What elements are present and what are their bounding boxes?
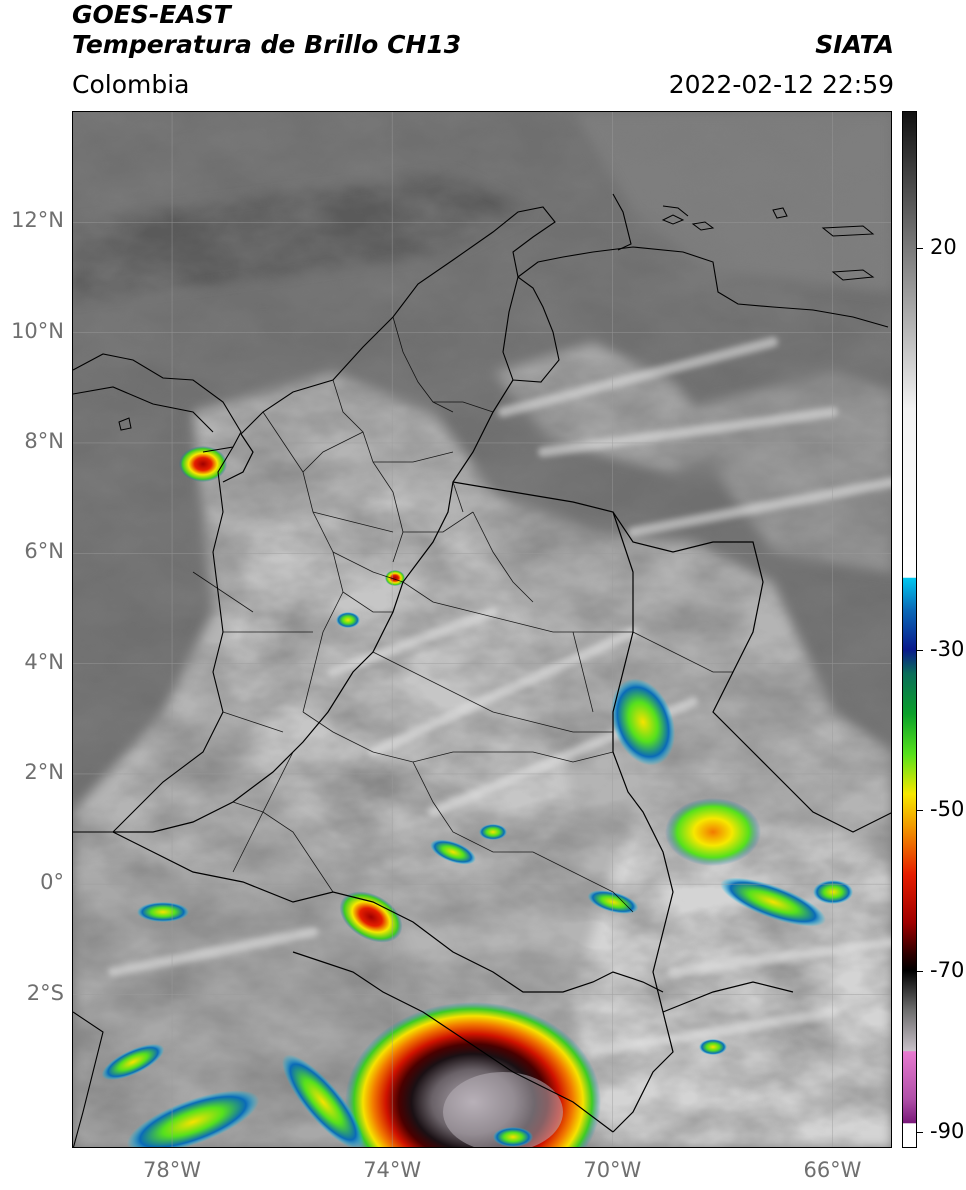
latitude-tick-label: 0° [40, 870, 64, 895]
satellite-map [72, 111, 892, 1148]
islands [118, 207, 875, 431]
longitude-tick-label: 78°W [143, 1158, 202, 1182]
satellite-title: GOES-EAST [72, 0, 231, 29]
lake-maracaibo [502, 276, 560, 383]
product-title: Temperatura de Brillo CH13 [72, 30, 462, 59]
colombia-brazil-border [612, 511, 674, 1133]
timestamp: 2022-02-12 22:59 [668, 70, 894, 99]
department-borders [192, 316, 733, 913]
colorbar-tick [917, 649, 923, 651]
colorbar-tick-label: -70 [930, 958, 965, 983]
panama-coast [73, 353, 242, 453]
latitude-tick-label: 12°N [11, 208, 64, 233]
coastlines [73, 193, 889, 1147]
longitude-tick-label: 70°W [583, 1158, 642, 1182]
longitude-tick-label: 74°W [363, 1158, 422, 1182]
colorbar-tick [917, 971, 923, 973]
latitude-tick-label: 8°N [24, 428, 64, 453]
latitude-tick-label: 2°N [24, 759, 64, 784]
graticule [73, 112, 891, 1147]
convective-cells [101, 446, 853, 1147]
cloud-streaks [108, 337, 891, 1057]
brand-label: SIATA [815, 30, 894, 59]
colorbar-tick [917, 247, 923, 249]
colorbar-tick [917, 810, 923, 812]
colorbar-tick-label: -30 [930, 636, 965, 661]
latitude-tick-label: 6°N [24, 539, 64, 564]
colorbar-tick-label: -50 [930, 797, 965, 822]
latitude-tick-label: 2°S [26, 980, 64, 1005]
caribbean-coast [240, 206, 889, 435]
cloud-texture [73, 112, 891, 1147]
colorbar-tick-label: -90 [930, 1118, 965, 1143]
international-borders [112, 379, 891, 1133]
colorbar-tick-label: 20 [930, 234, 957, 259]
region-subtitle: Colombia [72, 70, 190, 99]
colombia-peru-border [112, 831, 664, 993]
latitude-tick-label: 4°N [24, 649, 64, 674]
latitude-tick-label: 10°N [11, 318, 64, 343]
colorbar-tick [917, 1131, 923, 1133]
pacific-coast [73, 446, 234, 833]
brightness-temperature-field [73, 112, 891, 1147]
temperature-colorbar [902, 111, 917, 1148]
longitude-tick-label: 66°W [803, 1158, 862, 1182]
